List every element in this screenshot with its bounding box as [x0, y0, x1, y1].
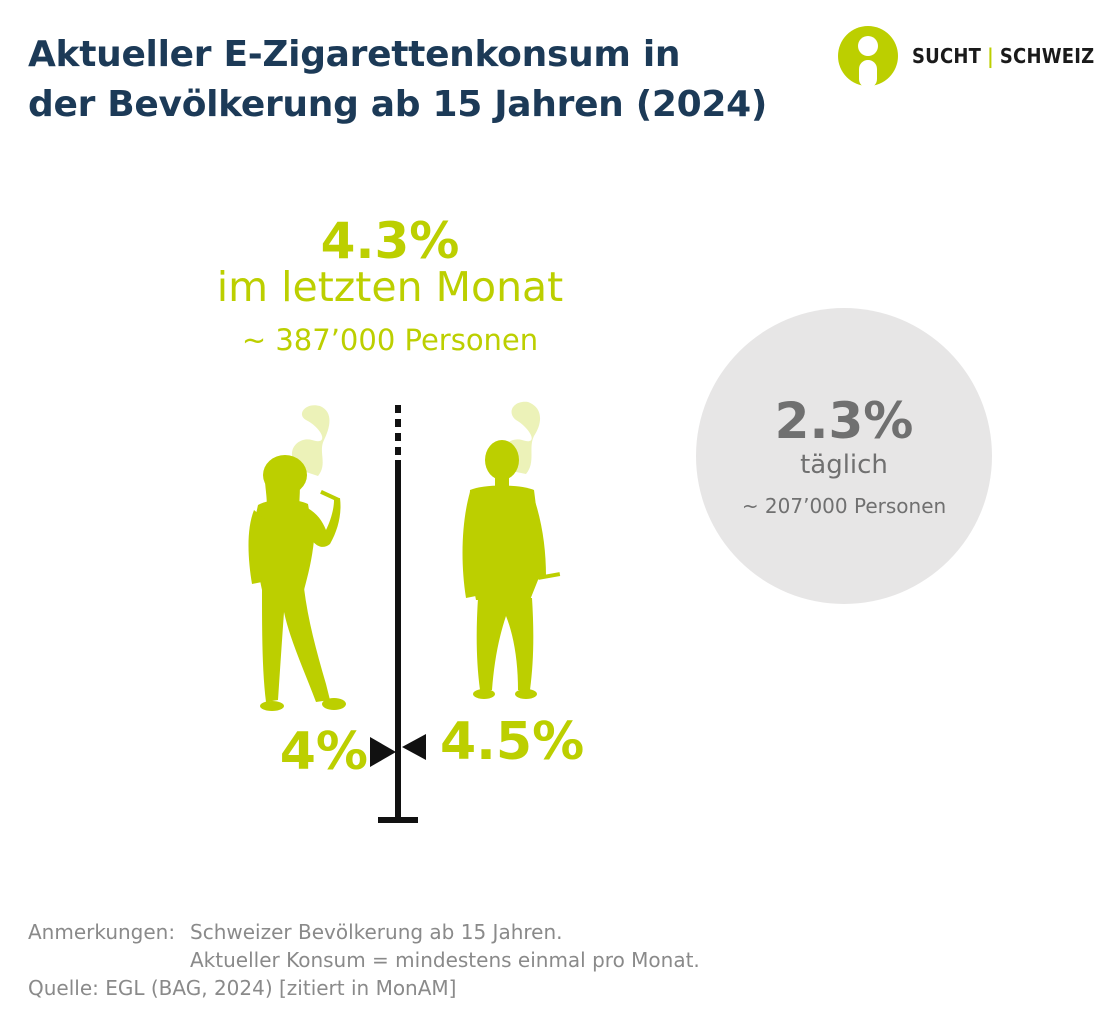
logo-separator: | — [987, 44, 994, 68]
page-title: Aktueller E-Zigarettenkonsum in der Bevö… — [28, 30, 828, 130]
title-line-1: Aktueller E-Zigarettenkonsum in — [28, 34, 681, 75]
person-circle-logo-icon — [838, 26, 898, 88]
logo-word-schweiz: SCHWEIZ — [999, 44, 1095, 68]
scale-arrow-right — [402, 734, 426, 760]
logo-text: SUCHT | SCHWEIZ — [912, 44, 1094, 68]
monthly-persons: ~ 387’000 Personen — [241, 323, 539, 357]
notes-line-2: Aktueller Konsum = mindestens einmal pro… — [190, 948, 700, 972]
daily-percent: 2.3% — [774, 392, 914, 450]
notes-key: Anmerkungen: — [28, 920, 176, 944]
notes-line-1: Schweizer Bevölkerung ab 15 Jahren. — [190, 920, 563, 944]
notes: Anmerkungen: Schweizer Bevölkerung ab 15 … — [28, 918, 1028, 1002]
note-row-1: Anmerkungen: Schweizer Bevölkerung ab 15 … — [28, 918, 1028, 946]
monthly-percent: 4.3% — [320, 212, 460, 270]
man-smoking-icon — [462, 401, 561, 699]
daily-label: täglich — [800, 450, 888, 480]
scale-arrow-left — [370, 737, 396, 767]
note-row-2: Aktueller Konsum = mindestens einmal pro… — [28, 946, 1028, 974]
scale-bar — [378, 405, 418, 823]
daily-circle: 2.3% täglich ~ 207’000 Personen — [696, 308, 992, 604]
daily-persons: ~ 207’000 Personen — [741, 494, 947, 518]
female-percent: 4% — [279, 722, 368, 782]
male-percent: 4.5% — [440, 712, 585, 772]
woman-smoking-icon — [248, 405, 346, 711]
source-line: Quelle: EGL (BAG, 2024) [zitiert in MonA… — [28, 976, 457, 1000]
title-line-2: der Bevölkerung ab 15 Jahren (2024) — [28, 84, 768, 125]
monthly-label: im letzten Monat — [216, 263, 564, 311]
logo-word-sucht: SUCHT — [912, 44, 982, 68]
